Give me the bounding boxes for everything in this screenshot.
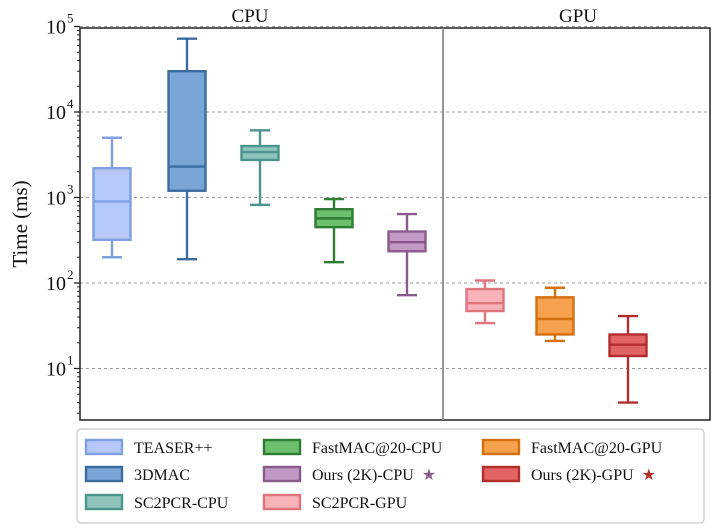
legend-swatch <box>262 493 302 511</box>
y-tick-exponent-1: 2 <box>67 267 74 282</box>
legend-label: FastMAC@20-GPU <box>531 440 663 457</box>
legend-swatch <box>481 438 521 456</box>
legend-item-3dmac: 3DMAC <box>84 465 190 484</box>
box-ours-2k-gpu <box>608 314 648 404</box>
group-label-cpu: CPU <box>232 6 269 27</box>
legend-item-teaser-: TEASER++ <box>84 438 213 457</box>
legend-item-ours-2k-cpu: Ours (2K)-CPU ★ <box>262 465 436 484</box>
axes: CPU GPU Time (ms) <box>8 6 711 421</box>
legend-frame <box>76 428 705 524</box>
y-tick-exponent-2: 3 <box>67 182 74 197</box>
y-tick-exponent-3: 4 <box>67 96 74 111</box>
legend-item-fastmac-20-cpu: FastMAC@20-CPU <box>262 438 443 457</box>
y-tick-label-4: 10 <box>46 17 66 39</box>
legend-star-icon: ★ <box>642 467 656 484</box>
legend-label: FastMAC@20-CPU <box>312 440 443 457</box>
legend-label: SC2PCR-GPU <box>312 495 408 512</box>
y-tick-label-0: 10 <box>46 359 66 381</box>
box-teaser- <box>92 136 132 259</box>
box-iqr <box>92 167 132 242</box>
group-label-gpu: GPU <box>559 6 597 27</box>
plot-frame <box>79 27 711 421</box>
box-fastmac-20-cpu <box>314 197 354 264</box>
legend-swatch <box>262 438 302 456</box>
box-iqr <box>465 287 505 313</box>
y-tick-label-1: 10 <box>46 273 66 295</box>
box-iqr <box>535 296 575 336</box>
legend-swatch <box>84 493 124 511</box>
box-ours-2k-cpu <box>387 212 427 297</box>
legend-label: Ours (2K)-GPU <box>531 467 634 484</box>
legend-item-ours-2k-gpu: Ours (2K)-GPU ★ <box>481 465 656 484</box>
legend: TEASER++ 3DMAC SC2PCR-CPU FastMAC@20-CPU Our… <box>76 428 705 524</box>
boxes <box>92 37 648 404</box>
y-tick-label-2: 10 <box>46 188 66 210</box>
legend-swatch <box>262 465 302 483</box>
box-sc2pcr-gpu <box>465 279 505 325</box>
box-fastmac-20-gpu <box>535 286 575 343</box>
box-3dmac <box>167 37 207 261</box>
legend-label: SC2PCR-CPU <box>134 495 229 512</box>
y-axis-label: Time (ms) <box>8 180 32 267</box>
y-tick-label-3: 10 <box>46 102 66 124</box>
legend-swatch <box>84 438 124 456</box>
legend-label: Ours (2K)-CPU <box>312 467 414 484</box>
legend-item-sc2pcr-gpu: SC2PCR-GPU <box>262 493 408 512</box>
y-tick-exponent-0: 1 <box>67 353 74 368</box>
legend-swatch <box>481 465 521 483</box>
legend-label: TEASER++ <box>134 440 213 457</box>
legend-item-sc2pcr-cpu: SC2PCR-CPU <box>84 493 229 512</box>
box-sc2pcr-cpu <box>240 129 280 207</box>
legend-star-icon: ★ <box>422 467 436 484</box>
box-iqr <box>167 70 207 192</box>
legend-label: 3DMAC <box>134 467 190 484</box>
legend-swatch <box>84 465 124 483</box>
legend-item-fastmac-20-gpu: FastMAC@20-GPU <box>481 438 663 457</box>
y-tick-exponent-4: 5 <box>67 11 74 26</box>
